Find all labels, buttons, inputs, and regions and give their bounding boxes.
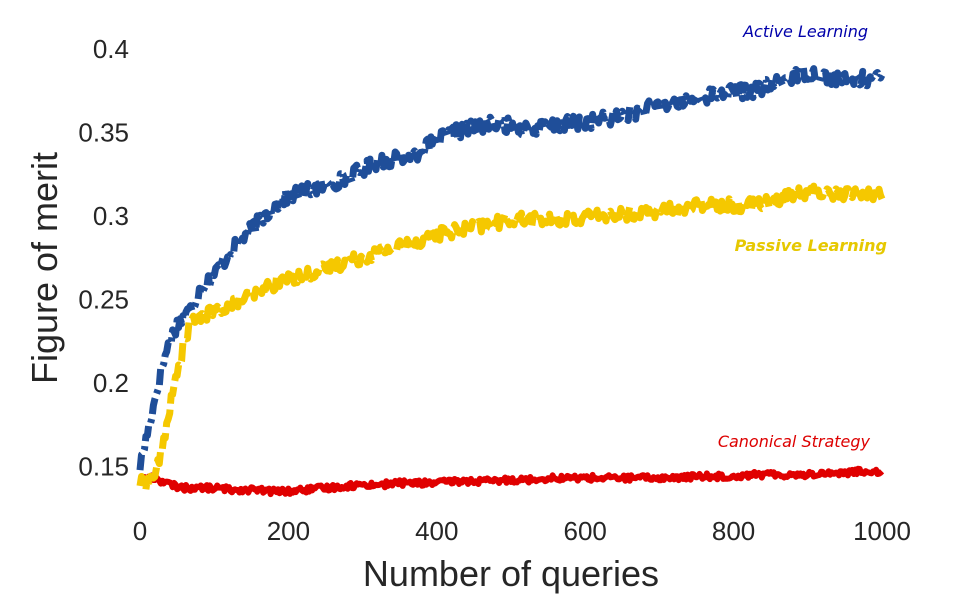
x-tick-label: 1000 [853, 516, 911, 546]
x-tick-label: 400 [415, 516, 458, 546]
series-line-canonical-strategy [138, 465, 885, 498]
y-axis-label: Figure of merit [24, 152, 65, 384]
y-tick-label: 0.35 [78, 117, 129, 147]
series-labels: Active Learning Passive Learning Canonical… [718, 22, 887, 451]
x-axis-label: Number of queries [363, 553, 659, 594]
x-tick-label: 600 [564, 516, 607, 546]
series-line-passive-learning [136, 182, 886, 493]
x-tick-label: 200 [267, 516, 310, 546]
series-label-canonical-strategy: Canonical Strategy [718, 432, 871, 451]
plot-lines [136, 63, 886, 498]
y-axis-ticks: 0.15 0.2 0.25 0.3 0.35 0.4 [78, 34, 129, 482]
y-tick-label: 0.25 [78, 284, 129, 314]
x-tick-label: 800 [712, 516, 755, 546]
y-tick-label: 0.3 [93, 201, 129, 231]
series-line-active-learning [136, 63, 886, 471]
series-label-passive-learning: Passive Learning [735, 236, 887, 255]
y-tick-label: 0.15 [78, 451, 129, 481]
x-axis-ticks: 0 200 400 600 800 1000 [133, 516, 911, 546]
x-tick-label: 0 [133, 516, 147, 546]
series-label-active-learning: Active Learning [742, 22, 868, 41]
y-tick-label: 0.4 [93, 34, 129, 64]
y-tick-label: 0.2 [93, 368, 129, 398]
